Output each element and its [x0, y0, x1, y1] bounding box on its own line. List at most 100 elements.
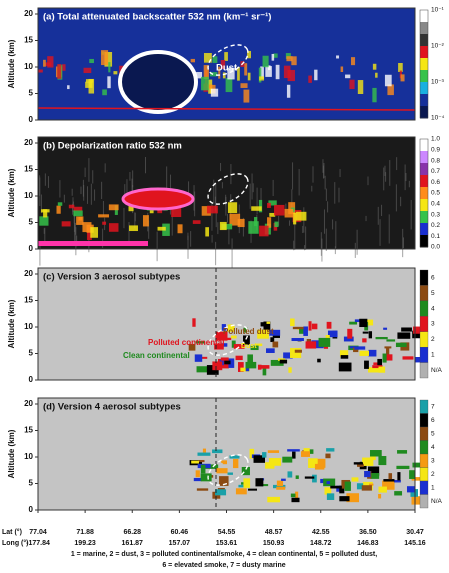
- texture: [260, 484, 269, 487]
- plot-background: [38, 137, 415, 249]
- annotation: Polluted dust: [223, 327, 274, 336]
- texture: [325, 188, 327, 201]
- texture: [346, 493, 360, 503]
- texture: [194, 191, 196, 217]
- texture: [317, 358, 321, 363]
- colorbar-label: 0.8: [431, 157, 440, 164]
- texture: [334, 246, 336, 255]
- colorbar-swatch: [420, 151, 428, 164]
- texture: [365, 215, 367, 222]
- texture: [268, 65, 271, 71]
- colorbar-label: 2: [431, 336, 435, 343]
- texture: [243, 327, 248, 333]
- y-tick-label: 5: [29, 218, 34, 227]
- texture: [219, 221, 227, 231]
- texture: [102, 221, 107, 225]
- texture: [314, 463, 325, 470]
- texture: [292, 326, 304, 330]
- texture: [295, 211, 307, 221]
- lat-axis-label: Lat (°): [2, 528, 22, 536]
- texture: [78, 216, 83, 221]
- texture: [171, 216, 173, 236]
- texture: [267, 202, 271, 208]
- texture: [262, 365, 267, 376]
- texture: [397, 332, 411, 339]
- texture: [47, 56, 54, 68]
- texture: [45, 62, 51, 67]
- y-tick-label: 10: [24, 191, 33, 200]
- texture: [148, 220, 150, 239]
- texture: [269, 329, 281, 336]
- colorbar-label: 0.0: [431, 244, 440, 251]
- colorbar-label: N/A: [431, 367, 443, 374]
- cloud: [121, 187, 195, 211]
- y-tick-label: 20: [24, 399, 33, 408]
- texture: [345, 74, 351, 79]
- texture: [212, 56, 218, 63]
- texture: [242, 217, 244, 237]
- texture: [259, 76, 265, 81]
- y-tick-label: 15: [24, 165, 33, 174]
- dust-outline: [207, 44, 249, 76]
- texture: [326, 321, 332, 329]
- texture: [211, 203, 213, 231]
- texture: [267, 496, 280, 503]
- texture: [260, 66, 264, 79]
- texture: [378, 366, 386, 373]
- texture: [98, 214, 110, 218]
- texture: [217, 222, 219, 235]
- y-axis-label: Altitude (km): [7, 39, 16, 88]
- texture: [227, 472, 233, 475]
- dust-outline: [207, 173, 249, 205]
- texture: [327, 330, 338, 338]
- texture: [281, 478, 286, 481]
- texture: [369, 450, 382, 457]
- long-label: 161.87: [122, 540, 144, 547]
- long-label: 199.23: [74, 540, 96, 547]
- texture: [250, 345, 259, 351]
- texture: [411, 477, 423, 481]
- texture: [314, 69, 318, 81]
- texture: [247, 50, 252, 59]
- colorbar-label: 6: [431, 274, 435, 281]
- texture: [76, 216, 84, 225]
- texture: [288, 367, 292, 373]
- long-label: 146.83: [357, 540, 379, 547]
- y-tick-label: 20: [24, 269, 33, 278]
- texture: [283, 65, 291, 79]
- texture: [278, 215, 280, 226]
- texture: [401, 327, 412, 332]
- texture: [334, 182, 336, 204]
- texture: [410, 489, 419, 497]
- colorbar-swatch: [420, 187, 428, 200]
- texture: [303, 326, 308, 336]
- texture: [396, 157, 398, 171]
- texture: [325, 334, 330, 340]
- colorbar-frame: [419, 9, 429, 119]
- lat-label: 36.50: [359, 529, 377, 536]
- annotation: Dust: [216, 63, 238, 74]
- texture: [94, 189, 96, 201]
- texture: [205, 464, 219, 469]
- colorbar-label: 10⁻³: [431, 79, 445, 86]
- colorbar-label: 3: [431, 457, 435, 464]
- texture: [286, 84, 291, 98]
- texture: [230, 164, 232, 185]
- colorbar-swatch: [419, 440, 429, 455]
- texture: [207, 84, 213, 89]
- plot-frame: [37, 7, 416, 121]
- texture: [233, 344, 245, 349]
- texture: [86, 224, 94, 233]
- texture: [88, 158, 90, 182]
- texture: [104, 163, 106, 173]
- texture: [67, 85, 70, 90]
- texture: [192, 220, 201, 224]
- texture: [211, 234, 213, 243]
- colorbar-swatch: [420, 211, 428, 224]
- colorbar-swatch: [419, 362, 429, 379]
- panel-title: (b) Depolarization ratio 532 nm: [43, 141, 182, 152]
- texture: [265, 66, 272, 77]
- texture: [260, 322, 266, 327]
- texture: [247, 72, 251, 81]
- texture: [237, 66, 240, 81]
